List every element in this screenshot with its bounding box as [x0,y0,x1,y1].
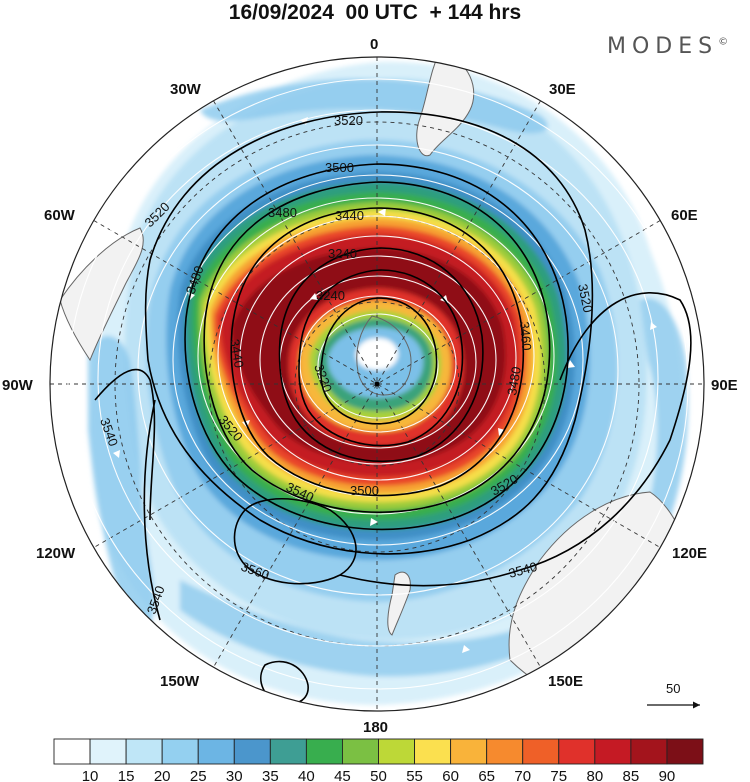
lon-label-30e: 30E [549,81,576,98]
meridian-30w-150e [213,100,541,668]
contour-label: 3480 [268,205,297,220]
contour-3220 [320,297,438,425]
lon-label-150w: 150W [160,673,200,690]
contour-label: 3240 [316,288,345,303]
arrowhead [650,322,657,330]
arrowhead [370,518,378,526]
contour-label: 3500 [350,483,379,498]
antarctic-coast [356,315,412,396]
contour-label: 3520 [575,283,596,314]
outer-patch-south [180,580,601,677]
meridian-30e-150w [213,100,541,668]
streamline [197,197,555,515]
contour-3520 [144,111,594,555]
streamline [239,235,517,481]
arrowhead [567,360,575,368]
contour-3540-b [94,368,156,521]
lon-label-60w: 60W [44,207,76,224]
lon-label-30w: 30W [170,81,202,98]
streamline [172,174,584,546]
arrowhead [498,428,505,436]
modes-logo: MODES© [607,34,728,59]
meridian-60e-120w [93,220,661,548]
contour-label: 3240 [328,246,357,261]
brand-text: MODES [607,34,719,59]
lon-label-120e: 120E [672,545,707,562]
contour-3240-b [278,247,484,463]
contour-label: 3520 [334,113,363,128]
contour-label: 3500 [325,160,354,175]
contour-label: 3440 [335,208,364,223]
arrowhead [462,645,470,653]
map-boundary [49,56,705,712]
geopotential-contours [94,111,692,705]
brand-mark: © [718,36,729,48]
streamline [97,109,659,647]
contour-label: 3540 [507,559,539,581]
reference-vector-head [693,701,700,709]
reference-vector: 50 [647,681,700,709]
arrowhead [378,208,386,216]
contour-3540 [143,292,692,621]
lon-label-60e: 60E [671,207,698,224]
lon-label-180: 180 [363,719,388,736]
wind-streamlines [67,78,689,690]
lon-label-90w: 90W [2,377,34,394]
latitude-circle-50s [208,215,546,553]
streamline [317,313,439,419]
streamline [259,255,497,465]
contour-3440 [230,207,524,497]
reference-vector-label: 50 [666,681,680,696]
contour-label: 3460 [517,321,534,351]
contour-label: 3440 [227,338,247,369]
south-pole-marker [374,381,380,387]
meridian-60w-120e [93,220,661,548]
africa-land [416,57,475,157]
contour-3500 [184,163,569,531]
arrowhead [310,293,318,300]
arrowhead [113,450,120,458]
longitude-labels: 0 30E 60E 90E 120E 150E 180 150W 120W 90… [2,36,738,736]
lon-label-120w: 120W [36,545,76,562]
contour-3480 [203,181,551,514]
wind-speed-shading: 3520 3500 3480 3440 3240 3240 3220 3520 … [50,57,704,711]
new-zealand-land [387,571,411,636]
south-america-land [59,227,144,362]
lon-label-0: 0 [370,36,378,53]
streamline [299,295,457,433]
lon-label-150e: 150E [548,673,583,690]
contour-label: 3480 [504,365,524,396]
contour-3240 [298,269,464,447]
contour-3560 [233,497,357,585]
outer-patch-east [640,298,689,531]
lon-label-90e: 90E [711,377,738,394]
map-title: 16/09/2024 00 UTC + 144 hrs [228,1,522,24]
arrowhead [300,117,308,125]
streamline [67,78,689,690]
